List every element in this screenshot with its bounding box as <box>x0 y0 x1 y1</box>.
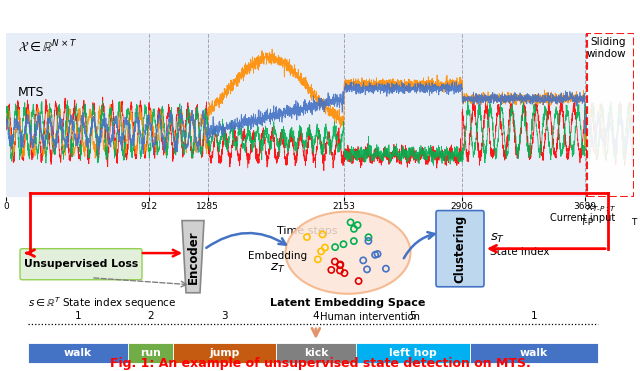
Point <box>349 238 359 244</box>
Point <box>320 244 330 250</box>
Text: $s_T$: $s_T$ <box>490 232 505 245</box>
Bar <box>470 343 598 363</box>
Point <box>358 257 369 263</box>
Text: 5: 5 <box>410 311 416 321</box>
Text: Time steps: Time steps <box>277 226 338 236</box>
Point <box>335 262 346 267</box>
Bar <box>587 33 634 197</box>
Text: $\mathcal{X} \in \mathbb{R}^{N \times T}$: $\mathcal{X} \in \mathbb{R}^{N \times T}… <box>18 38 77 54</box>
Text: Human intervention: Human intervention <box>320 312 420 322</box>
Text: Current input: Current input <box>550 213 616 223</box>
Text: Latent Embedding Space: Latent Embedding Space <box>270 298 426 308</box>
Point <box>326 267 337 273</box>
Text: jump: jump <box>209 348 240 358</box>
Point <box>313 256 323 262</box>
Point <box>316 249 326 255</box>
Bar <box>173 343 276 363</box>
Text: T-P: T-P <box>580 218 593 227</box>
Point <box>335 267 345 273</box>
Text: $x_{T\text{-}P:T}$: $x_{T\text{-}P:T}$ <box>586 202 616 214</box>
Text: Embedding: Embedding <box>248 251 308 261</box>
Text: $s \in \mathbb{R}^T$ State index sequence: $s \in \mathbb{R}^T$ State index sequenc… <box>28 295 177 311</box>
Point <box>339 241 349 247</box>
Point <box>364 238 374 244</box>
Text: kick: kick <box>303 348 328 358</box>
Text: 1: 1 <box>75 311 81 321</box>
Text: left hop: left hop <box>389 348 436 358</box>
Point <box>349 226 359 232</box>
Text: $z_T$: $z_T$ <box>270 262 285 275</box>
Text: T: T <box>631 218 636 227</box>
Point <box>346 219 356 225</box>
Text: 3: 3 <box>221 311 228 321</box>
Point <box>372 251 383 257</box>
FancyBboxPatch shape <box>436 211 484 287</box>
Text: State Index: State Index <box>490 247 550 257</box>
Text: walk: walk <box>520 348 548 358</box>
Point <box>302 234 312 240</box>
Bar <box>28 343 128 363</box>
Bar <box>128 343 173 363</box>
Text: Fig. 1: An example of unsupervised state detection on MTS.: Fig. 1: An example of unsupervised state… <box>109 357 531 370</box>
Point <box>353 222 363 228</box>
Point <box>370 252 380 258</box>
Ellipse shape <box>285 211 410 294</box>
Point <box>335 262 345 268</box>
Text: 2: 2 <box>147 311 154 321</box>
Text: walk: walk <box>64 348 92 358</box>
Text: MTS: MTS <box>18 86 44 99</box>
Text: Clustering: Clustering <box>454 214 467 283</box>
Polygon shape <box>182 221 204 293</box>
Bar <box>587 33 634 197</box>
Text: 4: 4 <box>312 311 319 321</box>
Text: Encoder: Encoder <box>186 230 200 283</box>
Point <box>330 259 340 265</box>
Point <box>339 270 349 276</box>
Bar <box>276 343 356 363</box>
Point <box>364 234 374 240</box>
FancyBboxPatch shape <box>20 249 142 280</box>
Text: run: run <box>140 348 161 358</box>
Bar <box>356 343 470 363</box>
Point <box>330 244 340 250</box>
Text: Sliding
window: Sliding window <box>586 37 626 59</box>
Point <box>317 232 328 237</box>
Point <box>353 278 364 284</box>
Point <box>381 266 391 272</box>
Text: 1: 1 <box>531 311 537 321</box>
Text: Unsupervised Loss: Unsupervised Loss <box>24 259 138 269</box>
Point <box>362 266 372 272</box>
